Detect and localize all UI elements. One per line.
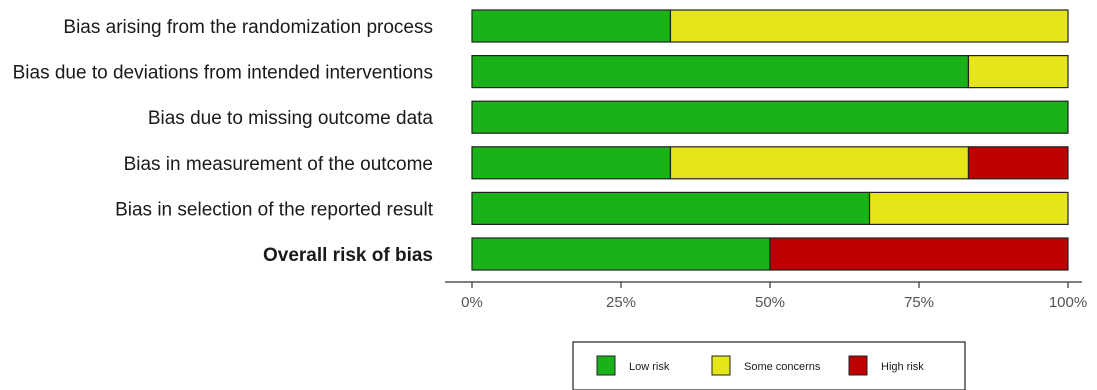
legend-label-some-concerns: Some concerns — [744, 361, 821, 373]
x-tick-label: 50% — [755, 294, 785, 311]
bar-segment-some-concerns-bias-due-to-deviations-from-intended-interventions — [967, 54, 1069, 89]
legend: Low risk Some concerns High risk — [572, 341, 966, 390]
bar-segment-some-concerns-bias-in-selection-of-the-reported-result — [868, 191, 1069, 225]
category-label-bias-in-selection-of-the-reported-result: Bias in selection of the reported result — [115, 199, 434, 220]
category-label-bias-in-measurement-of-the-outcome: Bias in measurement of the outcome — [124, 154, 433, 175]
legend-swatch-low-risk — [596, 355, 616, 376]
bar-segment-low-risk-bias-due-to-missing-outcome-data — [471, 100, 1069, 134]
x-axis: 0% 25% 50% 75% 100% — [445, 281, 1087, 311]
bar-segment-low-risk-bias-in-measurement-of-the-outcome — [471, 146, 672, 180]
legend-label-low-risk: Low risk — [629, 361, 670, 373]
legend-swatch-high-risk — [848, 355, 868, 376]
bar-segment-some-concerns-bias-in-measurement-of-the-outcome — [669, 146, 970, 180]
bar-segment-some-concerns-bias-arising-from-the-randomization-process — [669, 9, 1069, 43]
category-labels: Bias arising from the randomization proc… — [13, 17, 434, 266]
bar-segment-low-risk-bias-arising-from-the-randomization-process — [471, 9, 672, 43]
legend-swatch-some-concerns — [711, 355, 731, 376]
x-tick-label: 0% — [461, 294, 483, 311]
x-tick-label: 75% — [904, 294, 934, 311]
legend-label-high-risk: High risk — [881, 361, 924, 373]
x-tick-label: 25% — [606, 294, 636, 311]
category-label-bias-due-to-missing-outcome-data: Bias due to missing outcome data — [148, 108, 434, 129]
bar-segment-low-risk-bias-due-to-deviations-from-intended-interventions — [471, 54, 970, 89]
x-tick-label: 100% — [1049, 294, 1087, 311]
bar-segment-high-risk-bias-in-measurement-of-the-outcome — [967, 146, 1069, 180]
legend-box — [572, 341, 966, 390]
bar-segment-low-risk-bias-in-selection-of-the-reported-result — [471, 191, 871, 225]
bar-segment-high-risk-overall-risk-of-bias — [769, 237, 1069, 271]
category-label-bias-arising-from-the-randomization-process: Bias arising from the randomization proc… — [63, 17, 433, 38]
bars — [471, 9, 1069, 271]
category-label-bias-due-to-deviations-from-intended-interventions: Bias due to deviations from intended int… — [13, 63, 433, 84]
bar-segment-low-risk-overall-risk-of-bias — [471, 237, 771, 271]
category-label-overall-risk-of-bias: Overall risk of bias — [263, 245, 433, 266]
